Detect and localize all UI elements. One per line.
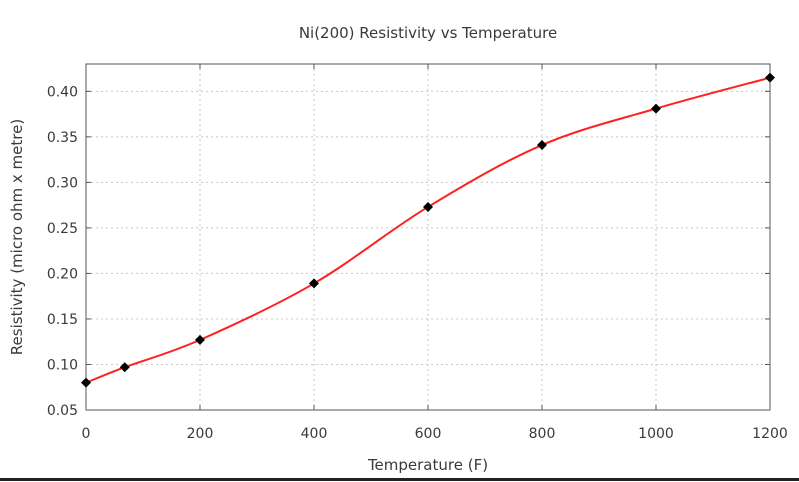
ticks	[85, 64, 771, 411]
data-point	[537, 140, 547, 151]
y-tick-labels: 0.05 0.10 0.15 0.20 0.25 0.30 0.35 0.40	[47, 84, 78, 419]
grid	[86, 64, 770, 411]
series-line	[85, 76, 771, 384]
data-point	[119, 362, 130, 373]
y-axis-label: Resistivity (micro ohm x metre)	[8, 119, 26, 355]
x-tick-label: 200	[187, 426, 214, 442]
x-tick-label: 800	[529, 426, 556, 442]
data-point	[765, 72, 775, 83]
y-tick-label: 0.10	[47, 357, 78, 373]
x-tick-labels: 0 200 400 600 800 1000 1200	[82, 426, 788, 442]
data-markers	[81, 72, 775, 388]
y-tick-label: 0.30	[47, 175, 78, 191]
data-point	[423, 201, 433, 212]
x-tick-label: 600	[415, 426, 442, 442]
x-tick-label: 1200	[752, 426, 788, 442]
data-point	[195, 334, 205, 345]
y-tick-label: 0.40	[47, 84, 78, 100]
bottom-border	[0, 478, 799, 481]
y-tick-label: 0.25	[47, 221, 78, 237]
x-tick-label: 400	[301, 426, 328, 442]
y-tick-label: 0.20	[47, 266, 78, 282]
data-point	[81, 377, 91, 388]
data-point	[309, 278, 319, 289]
y-tick-label: 0.05	[47, 403, 78, 419]
y-tick-label: 0.15	[47, 312, 78, 328]
x-axis-label: Temperature (F)	[367, 456, 488, 474]
x-tick-label: 1000	[638, 426, 674, 442]
x-tick-label: 0	[82, 426, 91, 442]
data-point	[651, 103, 661, 114]
chart-title: Ni(200) Resistivity vs Temperature	[299, 24, 557, 42]
y-tick-label: 0.35	[47, 130, 78, 146]
